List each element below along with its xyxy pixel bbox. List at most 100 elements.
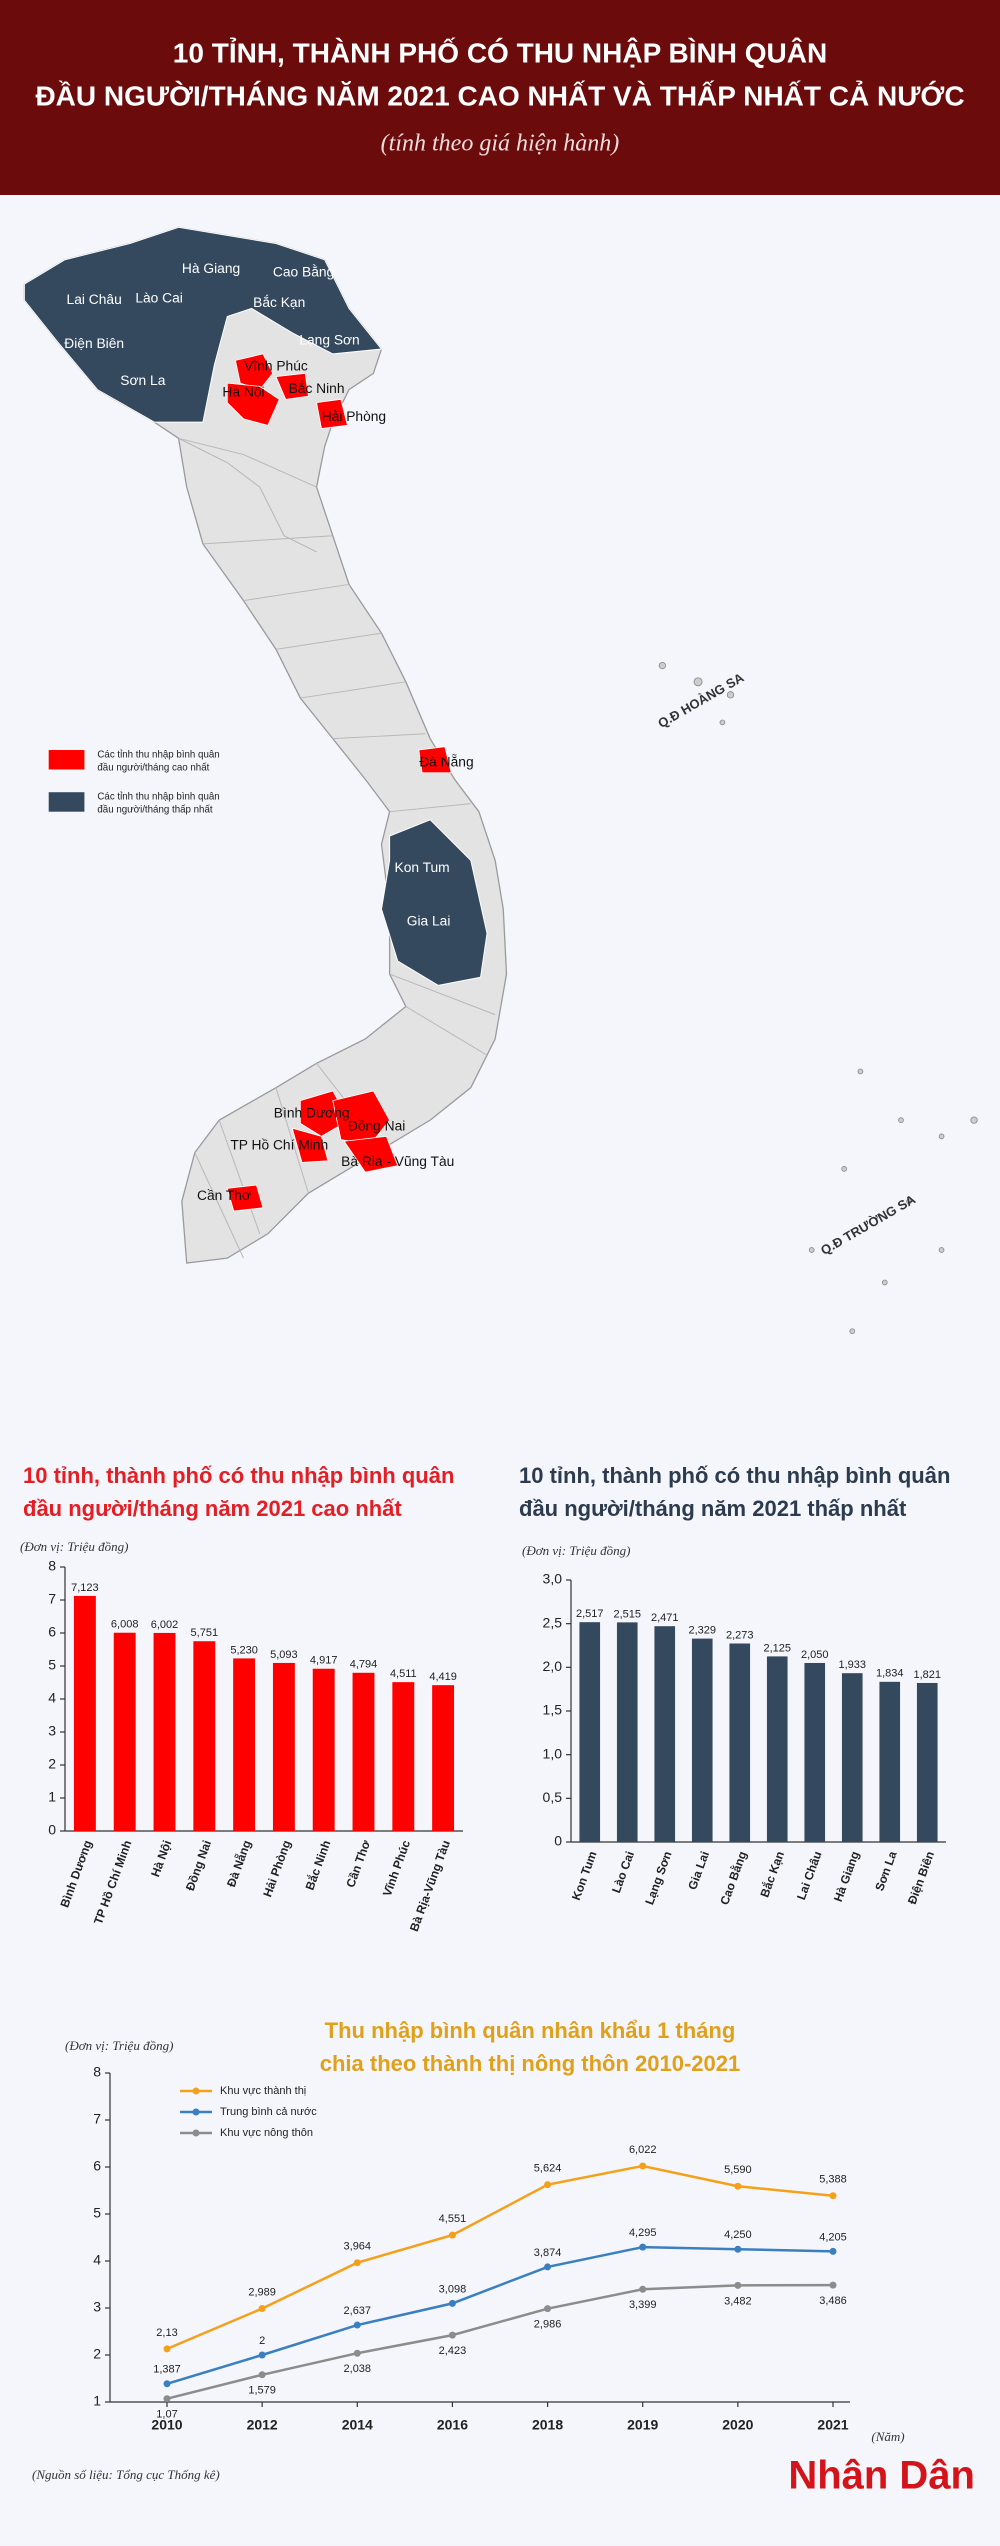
low-income-region — [23, 226, 383, 423]
legend-text: đầu người/tháng thấp nhất — [97, 805, 212, 816]
island — [898, 1117, 904, 1123]
high-income-region — [332, 1090, 391, 1145]
y-tick-label: 1,5 — [543, 1702, 563, 1718]
island — [906, 1198, 912, 1205]
x-tick-label: Bình Dương — [57, 1838, 94, 1909]
value-label: 3,874 — [534, 2247, 562, 2259]
y-tick-label: 0 — [48, 1822, 56, 1838]
point — [258, 2305, 266, 2313]
island — [881, 1279, 888, 1286]
legend-swatch — [48, 792, 85, 812]
value-label: 2,050 — [801, 1649, 829, 1661]
value-label: 5,388 — [819, 2174, 847, 2186]
high-income-region — [226, 382, 280, 426]
chart-title: chia theo thành thị nông thôn 2010-2021 — [320, 2051, 741, 2076]
legend-text: Khu vực nông thôn — [220, 2127, 313, 2139]
y-tick-label: 2,5 — [543, 1614, 563, 1630]
x-tick-label: 2016 — [437, 2417, 468, 2433]
legend-marker — [192, 2129, 200, 2137]
point — [448, 2231, 456, 2239]
map-label: Cần Thơ — [197, 1188, 251, 1203]
high-income-region — [234, 353, 274, 391]
map-label: Vĩnh Phúc — [244, 359, 308, 374]
bar — [579, 1622, 601, 1842]
value-label: 2,125 — [763, 1642, 791, 1654]
island — [841, 1166, 848, 1172]
source-note: (Nguồn số liệu: Tổng cục Thống kê) — [32, 2467, 220, 2482]
y-tick-label: 6 — [48, 1624, 56, 1640]
y-tick-label: 7 — [48, 1591, 56, 1607]
value-label: 4,917 — [310, 1655, 338, 1667]
value-label: 1,07 — [156, 2409, 177, 2421]
high-income-region — [418, 746, 452, 774]
value-label: 2,471 — [651, 1612, 679, 1624]
value-label: 3,486 — [819, 2295, 847, 2307]
map-label: TP Hồ Chí Minh — [230, 1138, 328, 1153]
point — [448, 2331, 456, 2339]
header-subtitle: (tính theo giá hiện hành) — [381, 131, 620, 157]
bar — [916, 1682, 938, 1842]
y-tick-label: 8 — [48, 1558, 56, 1574]
value-label: 5,093 — [270, 1649, 298, 1661]
x-tick-label: TP Hồ Chí Minh — [91, 1838, 134, 1926]
x-tick-label: Cần Thơ — [343, 1838, 373, 1889]
y-tick-label: 3 — [48, 1723, 56, 1739]
island — [808, 1247, 815, 1253]
legend-text: Các tỉnh thu nhập bình quân — [97, 792, 219, 803]
x-tick-label: Hải Phòng — [260, 1838, 293, 1899]
bar — [841, 1673, 863, 1842]
x-tick-label: 2010 — [151, 2417, 182, 2433]
x-tick-label: 2014 — [342, 2417, 373, 2433]
value-label: 5,230 — [230, 1644, 258, 1656]
map-label: Hà Giang — [182, 261, 240, 276]
point — [734, 2245, 742, 2253]
bar — [312, 1668, 335, 1831]
value-label: 1,834 — [876, 1668, 904, 1680]
value-label: 2,637 — [344, 2305, 372, 2317]
x-tick-label: 2018 — [532, 2417, 563, 2433]
point — [258, 2351, 266, 2359]
y-tick-label: 2 — [93, 2346, 101, 2362]
bar — [432, 1685, 455, 1831]
y-tick-label: 8 — [93, 2064, 101, 2080]
value-label: 7,123 — [71, 1582, 99, 1594]
map-label: Đà Nẵng — [419, 754, 473, 770]
value-label: 2,13 — [156, 2327, 177, 2339]
value-label: 2,273 — [726, 1629, 754, 1641]
value-label: 6,022 — [629, 2144, 657, 2156]
x-tick-label: Bắc Ninh — [302, 1838, 334, 1892]
legend-text: đầu người/tháng cao nhất — [97, 762, 209, 773]
value-label: 5,751 — [191, 1627, 219, 1639]
x-tick-label: Bắc Kạn — [757, 1849, 788, 1899]
x-tick-label: Lào Cai — [609, 1849, 637, 1895]
y-tick-label: 3 — [93, 2299, 101, 2315]
y-tick-label: 3,0 — [543, 1571, 563, 1587]
value-label: 4,511 — [390, 1668, 417, 1680]
legend-text: Khu vực thành thị — [220, 2085, 306, 2097]
chart-title: đầu người/tháng năm 2021 cao nhất — [23, 1496, 402, 1521]
value-label: 2,515 — [613, 1608, 641, 1620]
bar — [766, 1656, 788, 1842]
map-label: Hà Nội — [222, 385, 264, 400]
x-axis-label: (Năm) — [871, 2429, 904, 2444]
value-label: 2,986 — [534, 2319, 562, 2331]
x-tick-label: 2020 — [722, 2417, 753, 2433]
island — [849, 1328, 856, 1335]
point — [448, 2299, 456, 2307]
map-label: Gia Lai — [407, 914, 451, 929]
point — [544, 2305, 552, 2313]
point — [639, 2162, 647, 2170]
value-label: 3,098 — [439, 2283, 467, 2295]
x-tick-label: Bà Rịa-Vũng Tàu — [407, 1838, 453, 1933]
high-income-region — [275, 372, 309, 400]
value-label: 3,964 — [344, 2241, 372, 2253]
map-label: Bắc Ninh — [289, 380, 345, 396]
y-tick-label: 6 — [93, 2158, 101, 2174]
point — [544, 2263, 552, 2271]
high-income-region — [291, 1127, 329, 1163]
chart-title: đầu người/tháng năm 2021 thấp nhất — [519, 1496, 907, 1521]
bar — [272, 1662, 295, 1831]
x-tick-label: Hà Nội — [148, 1838, 174, 1879]
value-label: 6,002 — [151, 1619, 179, 1631]
